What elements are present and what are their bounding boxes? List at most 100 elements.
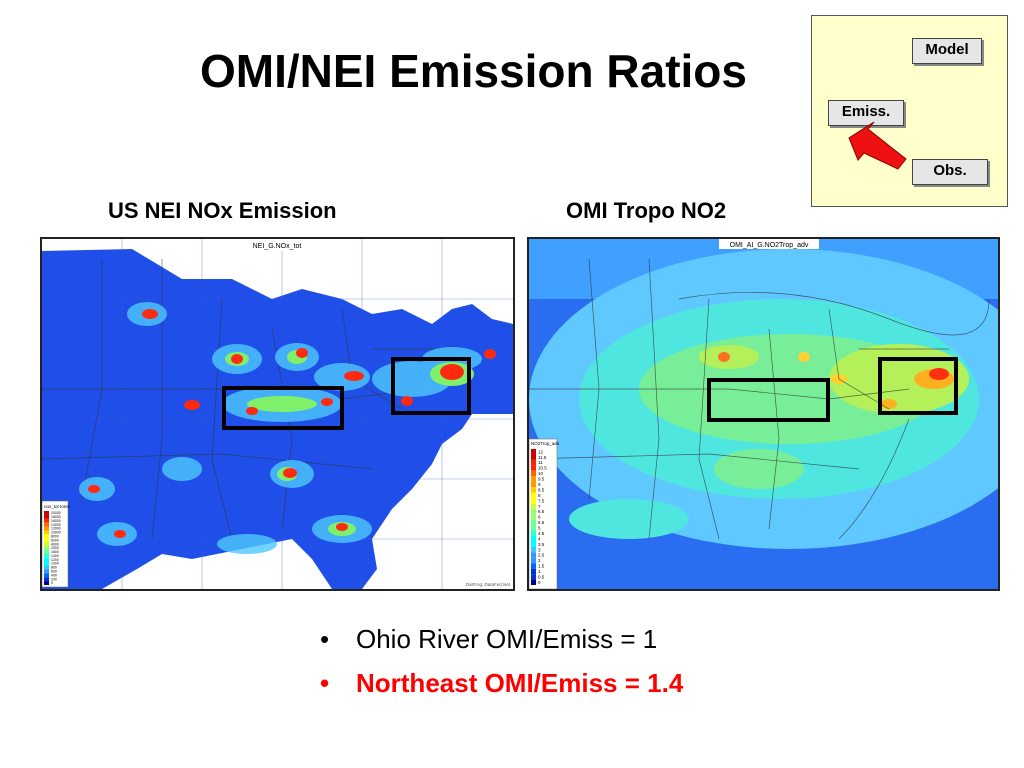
colorbar-swatch	[531, 552, 536, 558]
colorbar-label: 0.5	[538, 574, 545, 579]
colorbar-swatch	[44, 542, 49, 547]
colorbar-swatch	[44, 553, 49, 558]
colorbar-label: 4	[538, 536, 541, 541]
colorbar-label: 11	[538, 460, 543, 465]
bullet-text: Northeast OMI/Emiss = 1.4	[356, 668, 684, 698]
obs-label: Obs.	[912, 159, 988, 185]
colorbar-label: 10.5	[538, 466, 547, 471]
colorbar-swatch	[44, 511, 49, 515]
bullet-text: Ohio River OMI/Emiss = 1	[356, 624, 658, 654]
colorbar-swatch	[531, 557, 536, 564]
colorbar-swatch	[44, 561, 49, 566]
colorbar-swatch	[531, 492, 536, 498]
colorbar-label: 5	[538, 526, 541, 531]
bullet-dot: •	[320, 624, 330, 654]
colorbar-swatch	[531, 465, 536, 471]
colorbar-label: 4000	[51, 542, 59, 546]
colorbar-label: 10000	[51, 531, 61, 535]
colorbar-label: 8	[538, 493, 541, 498]
colorbar-swatch	[531, 546, 536, 553]
colorbar-swatch	[44, 514, 49, 519]
colorbar-swatch	[531, 449, 536, 455]
map-heading-nei: US NEI NOx Emission	[108, 198, 337, 223]
colorbar-swatch	[44, 565, 49, 570]
emiss-label: Emiss.	[828, 100, 904, 126]
colorbar-label: 1600	[51, 550, 59, 554]
colorbar-label: 0	[538, 580, 541, 585]
colorbar-swatch	[44, 522, 49, 527]
colorbar-swatch	[44, 573, 49, 578]
colorbar-swatch	[531, 470, 536, 477]
bullet-item-northeast: • Northeast OMI/Emiss = 1.4	[320, 668, 683, 712]
colorbar-swatch	[44, 557, 49, 562]
colorbar-label: 600	[51, 570, 57, 574]
colorbar-swatch	[531, 541, 536, 547]
colorbar-swatch	[531, 574, 536, 580]
colorbar-label: 1	[538, 569, 541, 574]
omi-inner-title: OMI_AI_G.NO2Trop_adv	[730, 242, 809, 249]
colorbar-swatch	[531, 454, 536, 460]
colorbar-swatch	[531, 503, 536, 509]
colorbar-label: 2.5	[538, 553, 545, 558]
colorbar-swatch	[531, 497, 536, 504]
colorbar-swatch	[44, 549, 49, 554]
colorbar-swatch	[531, 459, 536, 466]
colorbar-swatch	[44, 546, 49, 550]
colorbar-label: 4.5	[538, 531, 545, 536]
colorbar-label: 14000	[51, 523, 61, 527]
nei-inner-title: NEI_G.NOx_tot	[253, 243, 302, 250]
omi-no2-map: OMI_AI_G.NO2Trop_adv NO2Trop_adv 12 11.5 1…	[527, 237, 1000, 591]
colorbar-swatch	[531, 530, 536, 537]
colorbar-swatch	[44, 518, 49, 523]
colorbar-label: 12	[538, 449, 544, 454]
colorbar-swatch	[531, 514, 536, 520]
colorbar-label: 2	[538, 558, 541, 563]
page-title: OMI/NEI Emission Ratios	[200, 45, 747, 97]
colorbar-label: 6	[538, 515, 541, 520]
colorbar-swatch	[44, 534, 49, 539]
colorbar-label: 6000	[51, 538, 59, 542]
colorbar-label: 9.5	[538, 477, 545, 482]
colorbar-swatch	[44, 526, 49, 531]
bullet-list: • Ohio River OMI/Emiss = 1 • Northeast O…	[320, 624, 683, 712]
colorbar-swatch	[44, 581, 49, 585]
colorbar-label: 200	[51, 577, 57, 581]
colorbar-label: 6.5	[538, 509, 545, 514]
model-diagram: Model Emiss. Obs.	[811, 15, 1008, 207]
colorbar-label: 7.5	[538, 498, 545, 503]
colorbar-swatch	[531, 487, 536, 493]
nei-emission-map: NEI_G.NOx_tot nox_tot tons/ 20000 18000 16…	[40, 237, 515, 591]
colorbar-label: 16000	[51, 519, 61, 523]
model-label: Model	[912, 38, 982, 64]
colorbar-swatch	[44, 530, 49, 535]
colorbar-label: 2000	[51, 546, 59, 550]
colorbar-label: 400	[51, 573, 57, 577]
colorbar-label: 9	[538, 482, 541, 487]
colorbar-label: 12000	[51, 527, 61, 531]
arrow-icon	[848, 121, 907, 170]
colorbar-label: 8.5	[538, 487, 545, 492]
colorbar-swatch	[44, 577, 49, 582]
omi-colorbar-title: NO2Trop_adv	[531, 441, 560, 446]
colorbar-label: 18000	[51, 515, 61, 519]
colorbar-label: 11.5	[538, 455, 547, 460]
colorbar-swatch	[531, 476, 536, 482]
colorbar-label: 1200	[51, 558, 59, 562]
colorbar-swatch	[531, 525, 536, 531]
colorbar-swatch	[531, 519, 536, 526]
colorbar-swatch	[531, 481, 536, 488]
colorbar-label: 1.5	[538, 564, 545, 569]
colorbar-label: 5.5	[538, 520, 545, 525]
colorbar-label: 10	[538, 471, 544, 476]
colorbar-swatch	[531, 563, 536, 569]
colorbar-swatch	[531, 536, 536, 542]
colorbar-swatch	[44, 569, 49, 574]
colorbar-label: 3	[538, 547, 541, 552]
colorbar-label: 20000	[51, 511, 61, 515]
colorbar-label: 7	[538, 504, 541, 509]
colorbar-label: 8000	[51, 534, 59, 538]
colorbar-label: 1000	[51, 562, 59, 566]
bullet-item-ohio: • Ohio River OMI/Emiss = 1	[320, 624, 683, 668]
map-heading-omi: OMI Tropo NO2	[566, 198, 727, 223]
colorbar-swatch	[531, 579, 536, 585]
